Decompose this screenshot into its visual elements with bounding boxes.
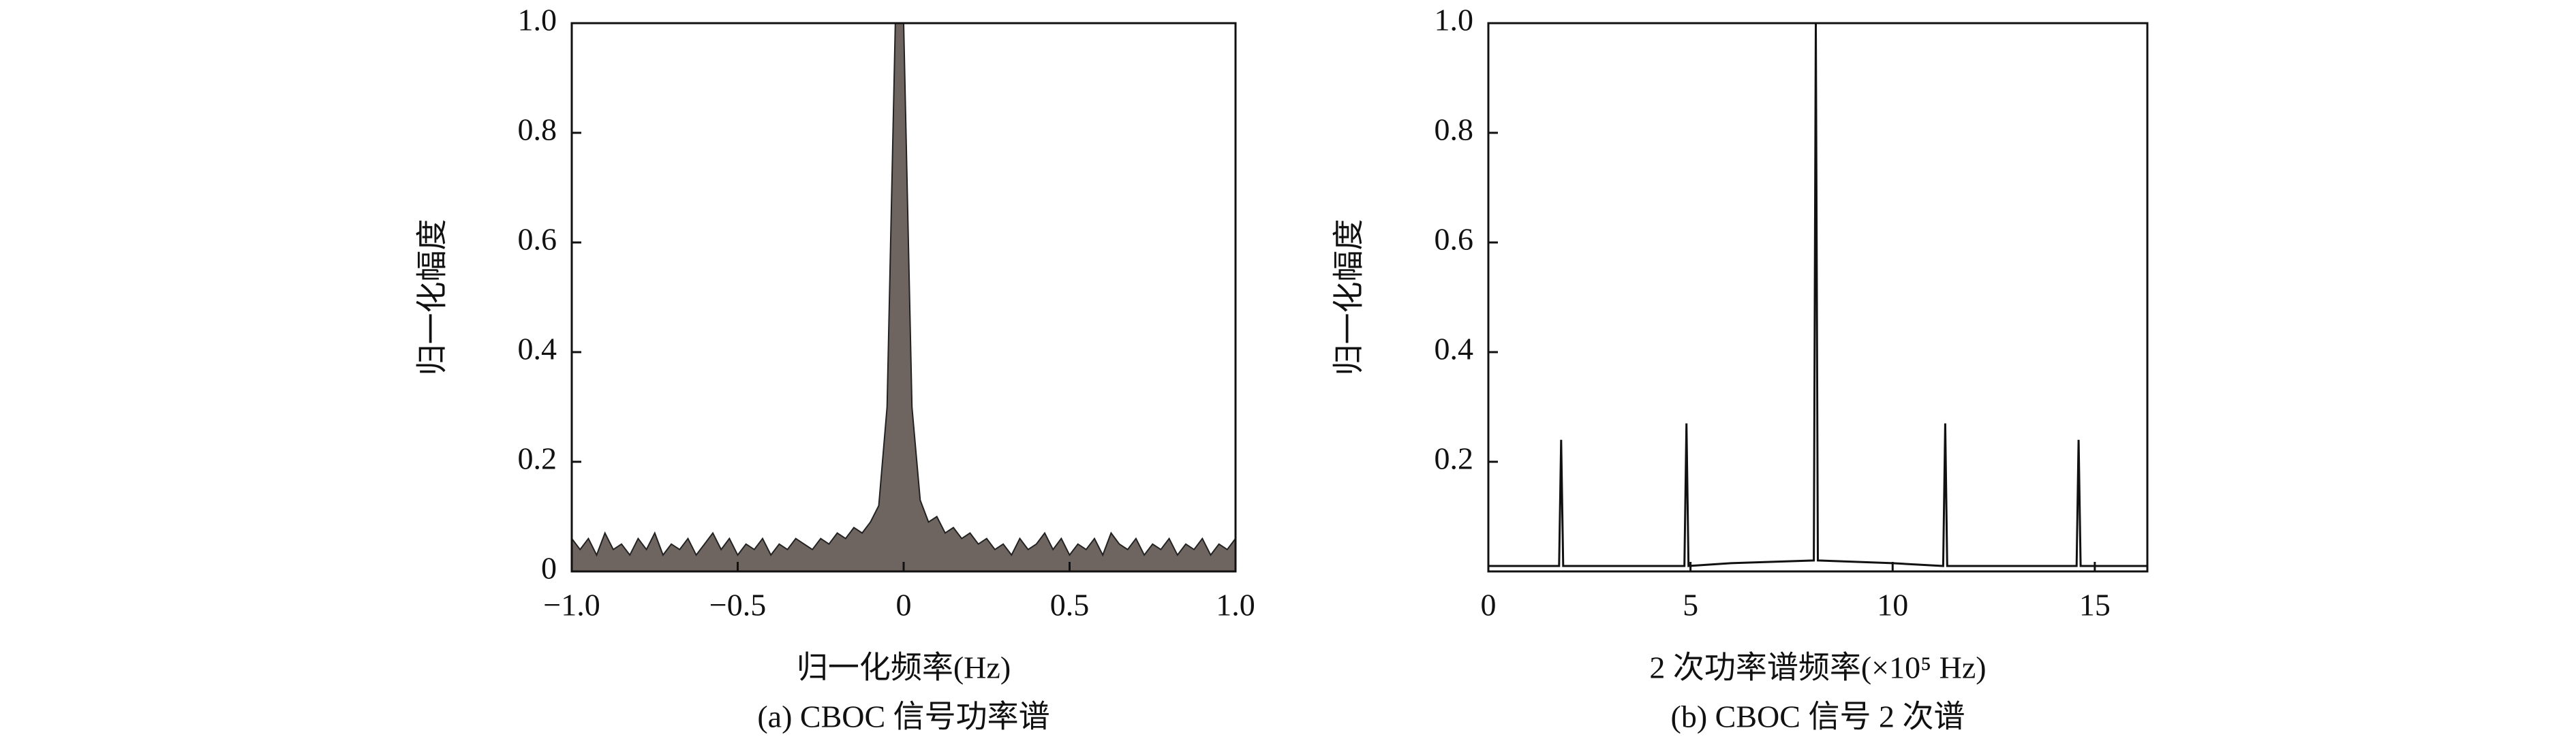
y-axis-label: 归一化幅度 (415, 219, 450, 376)
x-tick-label: 10 (1877, 588, 1908, 623)
y-tick-label: 0.6 (1435, 222, 1474, 257)
x-tick-label: 0 (896, 588, 912, 623)
y-axis-label: 归一化幅度 (1332, 219, 1366, 376)
y-tick-label: 0.6 (518, 222, 557, 257)
caption: (b) CBOC 信号 2 次谱 (1671, 699, 1965, 734)
y-tick-label: 0.8 (518, 112, 557, 147)
y-tick-label: 0.4 (1435, 332, 1474, 366)
y-tick-label: 0.2 (1435, 441, 1474, 476)
y-tick-label: 0.2 (518, 441, 557, 476)
y-tick-label: 0.8 (1435, 112, 1474, 147)
caption: (a) CBOC 信号功率谱 (757, 699, 1049, 734)
y-tick-label: 0.4 (518, 332, 557, 366)
y-tick-label: 0 (541, 551, 557, 586)
y-tick-label: 1.0 (1435, 3, 1474, 37)
plot-frame (1487, 22, 2149, 573)
x-tick-label: 5 (1683, 588, 1698, 623)
y-tick-label: 1.0 (518, 3, 557, 37)
x-axis-label: 归一化频率(Hz) (797, 650, 1011, 685)
x-tick-label: 1.0 (1216, 588, 1255, 623)
x-tick-label: 15 (2079, 588, 2111, 623)
x-tick-label: 0 (1481, 588, 1497, 623)
x-tick-label: 0.5 (1050, 588, 1090, 623)
x-axis-label: 2 次功率谱频率(×10⁵ Hz) (1649, 650, 1986, 685)
x-tick-label: −1.0 (543, 588, 600, 623)
area-fill (571, 22, 1236, 572)
x-tick-label: −0.5 (709, 588, 766, 623)
spectrum-line (1488, 22, 2147, 567)
